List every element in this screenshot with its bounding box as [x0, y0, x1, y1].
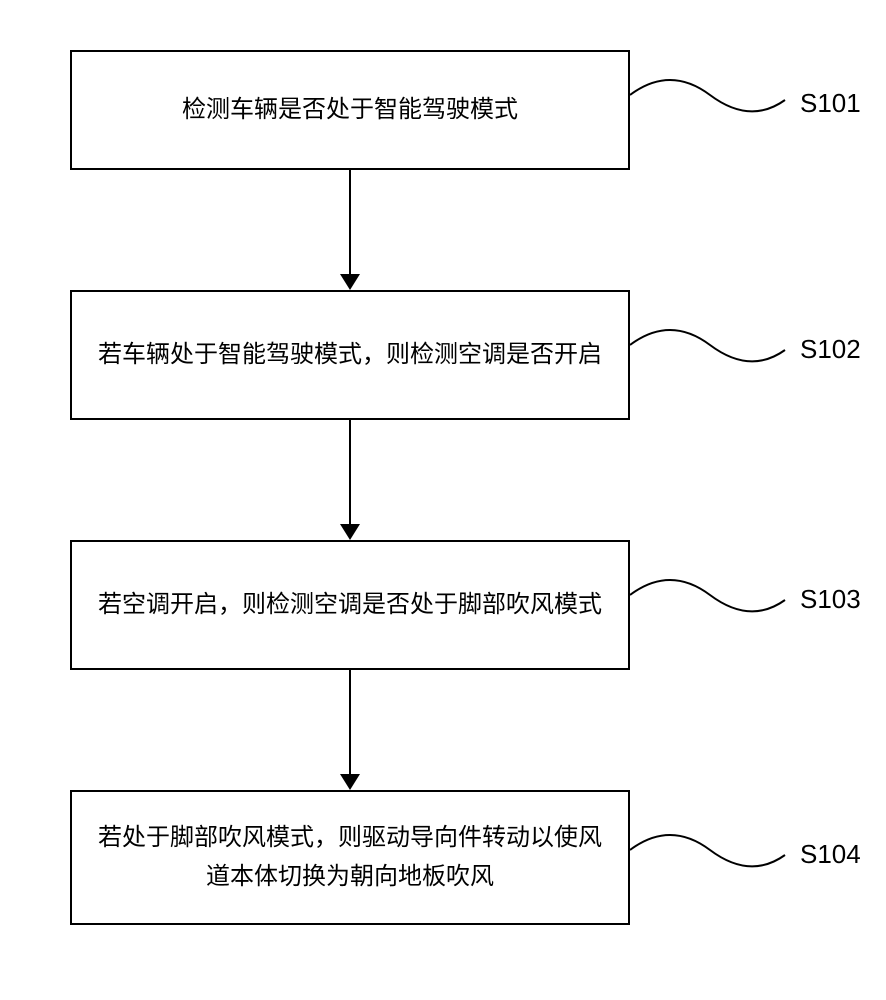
arrow-head-2	[340, 524, 360, 540]
connector-curve-s103	[630, 565, 790, 625]
step-label-text: S103	[800, 584, 861, 614]
step-label-text: S102	[800, 334, 861, 364]
step-label-s101: S101	[800, 88, 861, 119]
flow-box-s104: 若处于脚部吹风模式，则驱动导向件转动以使风道本体切换为朝向地板吹风	[70, 790, 630, 925]
flow-box-s102: 若车辆处于智能驾驶模式，则检测空调是否开启	[70, 290, 630, 420]
step-label-s102: S102	[800, 334, 861, 365]
flow-box-s103: 若空调开启，则检测空调是否处于脚部吹风模式	[70, 540, 630, 670]
step-label-text: S104	[800, 839, 861, 869]
step-label-text: S101	[800, 88, 861, 118]
flow-box-text: 若处于脚部吹风模式，则驱动导向件转动以使风道本体切换为朝向地板吹风	[97, 819, 603, 896]
flow-box-text: 若车辆处于智能驾驶模式，则检测空调是否开启	[98, 336, 602, 374]
flowchart-container: 检测车辆是否处于智能驾驶模式 S101 若车辆处于智能驾驶模式，则检测空调是否开…	[0, 0, 886, 1000]
flow-box-text: 若空调开启，则检测空调是否处于脚部吹风模式	[98, 586, 602, 624]
arrow-head-3	[340, 774, 360, 790]
arrow-line-3	[349, 670, 351, 774]
flow-box-text: 检测车辆是否处于智能驾驶模式	[182, 91, 518, 129]
connector-curve-s102	[630, 315, 790, 375]
flow-box-s101: 检测车辆是否处于智能驾驶模式	[70, 50, 630, 170]
step-label-s104: S104	[800, 839, 861, 870]
step-label-s103: S103	[800, 584, 861, 615]
arrow-line-1	[349, 170, 351, 274]
connector-curve-s101	[630, 65, 790, 125]
arrow-line-2	[349, 420, 351, 524]
connector-curve-s104	[630, 820, 790, 880]
arrow-head-1	[340, 274, 360, 290]
